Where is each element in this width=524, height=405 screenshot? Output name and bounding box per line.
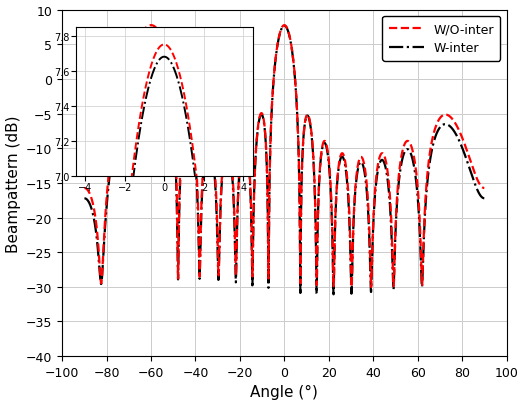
W/O-inter xyxy=(481,186,487,191)
X-axis label: Angle (°): Angle (°) xyxy=(250,384,318,399)
W/O-inter xyxy=(206,135,212,140)
W-inter xyxy=(331,292,337,297)
W/O-inter xyxy=(129,51,136,56)
Y-axis label: Beampattern (dB): Beampattern (dB) xyxy=(6,115,20,252)
W-inter xyxy=(481,196,487,201)
Line: W/O-inter: W/O-inter xyxy=(84,26,484,288)
W-inter xyxy=(129,62,136,66)
W-inter xyxy=(358,160,364,165)
W/O-inter xyxy=(358,155,364,160)
W/O-inter xyxy=(129,53,135,58)
W-inter xyxy=(129,63,135,68)
W/O-inter xyxy=(348,285,355,290)
Line: W-inter: W-inter xyxy=(84,27,484,294)
W-inter xyxy=(281,24,288,29)
W/O-inter xyxy=(390,283,397,288)
W/O-inter xyxy=(81,186,88,191)
W-inter xyxy=(390,288,397,292)
Legend: W/O-inter, W-inter: W/O-inter, W-inter xyxy=(382,17,500,62)
W-inter xyxy=(106,174,113,179)
W-inter xyxy=(205,142,212,147)
W-inter xyxy=(81,196,88,201)
W/O-inter xyxy=(106,164,113,169)
W/O-inter xyxy=(148,23,155,28)
